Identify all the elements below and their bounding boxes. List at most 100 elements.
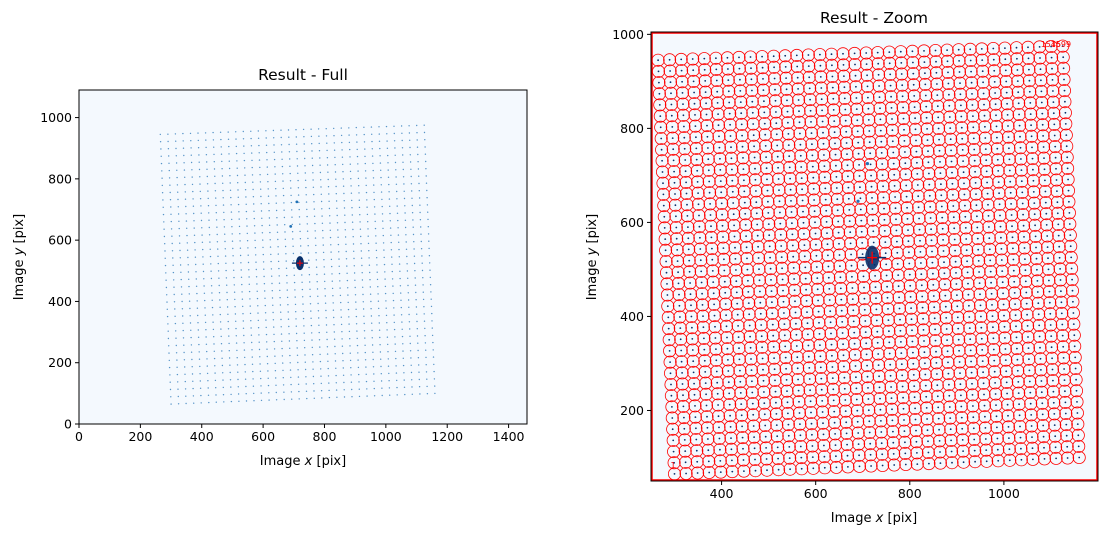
- grid-dot: [319, 157, 321, 159]
- detection-circle: [847, 314, 861, 328]
- grid-dot: [883, 207, 885, 210]
- detection-circle: [966, 120, 980, 134]
- grid-dot: [1061, 334, 1064, 337]
- detection-circle: [964, 65, 978, 79]
- grid-dot: [382, 227, 384, 230]
- detection-circle: [838, 91, 852, 105]
- grid-dot: [396, 198, 398, 200]
- detection-circle: [1001, 409, 1015, 423]
- grid-dot: [365, 191, 368, 194]
- grid-dot: [758, 268, 760, 271]
- grid-dot: [380, 365, 382, 368]
- grid-dot: [371, 133, 373, 135]
- grid-dot: [415, 291, 417, 294]
- detection-circle: [884, 101, 899, 115]
- grid-dot: [298, 201, 300, 204]
- detection-circle: [803, 93, 817, 107]
- grid-dot: [325, 128, 327, 130]
- detection-circle: [747, 430, 761, 444]
- grid-dot: [855, 108, 858, 110]
- detection-circle: [969, 176, 983, 190]
- grid-dot: [839, 276, 842, 279]
- grid-dot: [355, 126, 357, 129]
- detection-circle: [787, 261, 801, 275]
- grid-dot: [870, 174, 872, 177]
- grid-dot: [249, 305, 251, 307]
- detection-circle: [933, 456, 947, 470]
- grid-dot: [178, 220, 180, 222]
- grid-dot: [768, 234, 771, 237]
- grid-dot: [939, 161, 941, 163]
- detection-circle: [781, 406, 795, 420]
- grid-dot: [809, 389, 811, 392]
- grid-dot: [1006, 392, 1008, 395]
- detection-circle: [942, 389, 956, 403]
- grid-dot: [307, 252, 310, 254]
- grid-dot: [1008, 158, 1011, 161]
- detection-circle: [713, 443, 727, 457]
- grid-dot: [709, 203, 711, 205]
- grid-dot: [878, 375, 880, 378]
- grid-dot: [960, 104, 962, 107]
- grid-dot: [951, 171, 953, 174]
- detection-circle: [811, 282, 825, 296]
- grid-dot: [205, 343, 208, 345]
- detection-circle: [1024, 118, 1038, 132]
- grid-dot: [703, 68, 706, 71]
- detection-circle: [766, 329, 780, 343]
- grid-dot: [285, 267, 288, 269]
- grid-dot: [400, 125, 403, 127]
- grid-dot: [831, 86, 834, 89]
- grid-dot: [318, 324, 320, 326]
- x-tick-label: 1000: [370, 429, 402, 444]
- grid-dot: [910, 307, 912, 309]
- detection-circle: [1034, 73, 1048, 87]
- grid-dot: [982, 92, 985, 95]
- y-tick-label: 800: [620, 121, 644, 136]
- grid-dot: [200, 212, 202, 214]
- detection-circle: [803, 81, 817, 95]
- grid-dot: [751, 89, 753, 92]
- grid-dot: [211, 306, 214, 309]
- grid-dot: [317, 302, 319, 305]
- grid-dot: [380, 358, 382, 360]
- grid-dot: [259, 181, 262, 183]
- grid-dot: [834, 142, 836, 145]
- detection-circle: [715, 196, 729, 210]
- grid-dot: [730, 146, 732, 149]
- detection-circle: [1067, 328, 1081, 342]
- detection-circle: [668, 198, 682, 212]
- grid-dot: [338, 258, 340, 260]
- grid-dot: [352, 243, 355, 245]
- detection-circle: [709, 342, 723, 356]
- grid-dot: [349, 156, 351, 158]
- grid-dot: [257, 319, 259, 322]
- grid-dot: [251, 166, 253, 169]
- grid-dot: [837, 220, 840, 223]
- grid-dot: [719, 448, 721, 451]
- detection-circle: [1050, 195, 1064, 209]
- grid-dot: [1002, 303, 1005, 306]
- grid-dot: [351, 221, 354, 223]
- detection-circle: [966, 109, 980, 123]
- detection-circle: [811, 293, 825, 308]
- grid-dot: [330, 251, 332, 253]
- grid-dot: [914, 117, 916, 120]
- grid-dot: [295, 129, 297, 131]
- detection-circle: [688, 399, 702, 413]
- detection-circle: [920, 423, 935, 437]
- detection-circle: [953, 366, 967, 380]
- grid-dot: [237, 378, 239, 381]
- grid-dot: [395, 372, 398, 374]
- grid-dot: [289, 362, 291, 364]
- detection-circle: [1038, 184, 1052, 199]
- grid-dot: [184, 380, 186, 383]
- grid-dot: [274, 362, 276, 365]
- grid-dot: [399, 277, 401, 280]
- grid-dot: [418, 364, 420, 366]
- detection-circle: [960, 243, 974, 257]
- detection-circle: [881, 313, 895, 327]
- grid-dot: [679, 338, 682, 341]
- grid-dot: [328, 207, 331, 210]
- grid-dot: [961, 137, 964, 140]
